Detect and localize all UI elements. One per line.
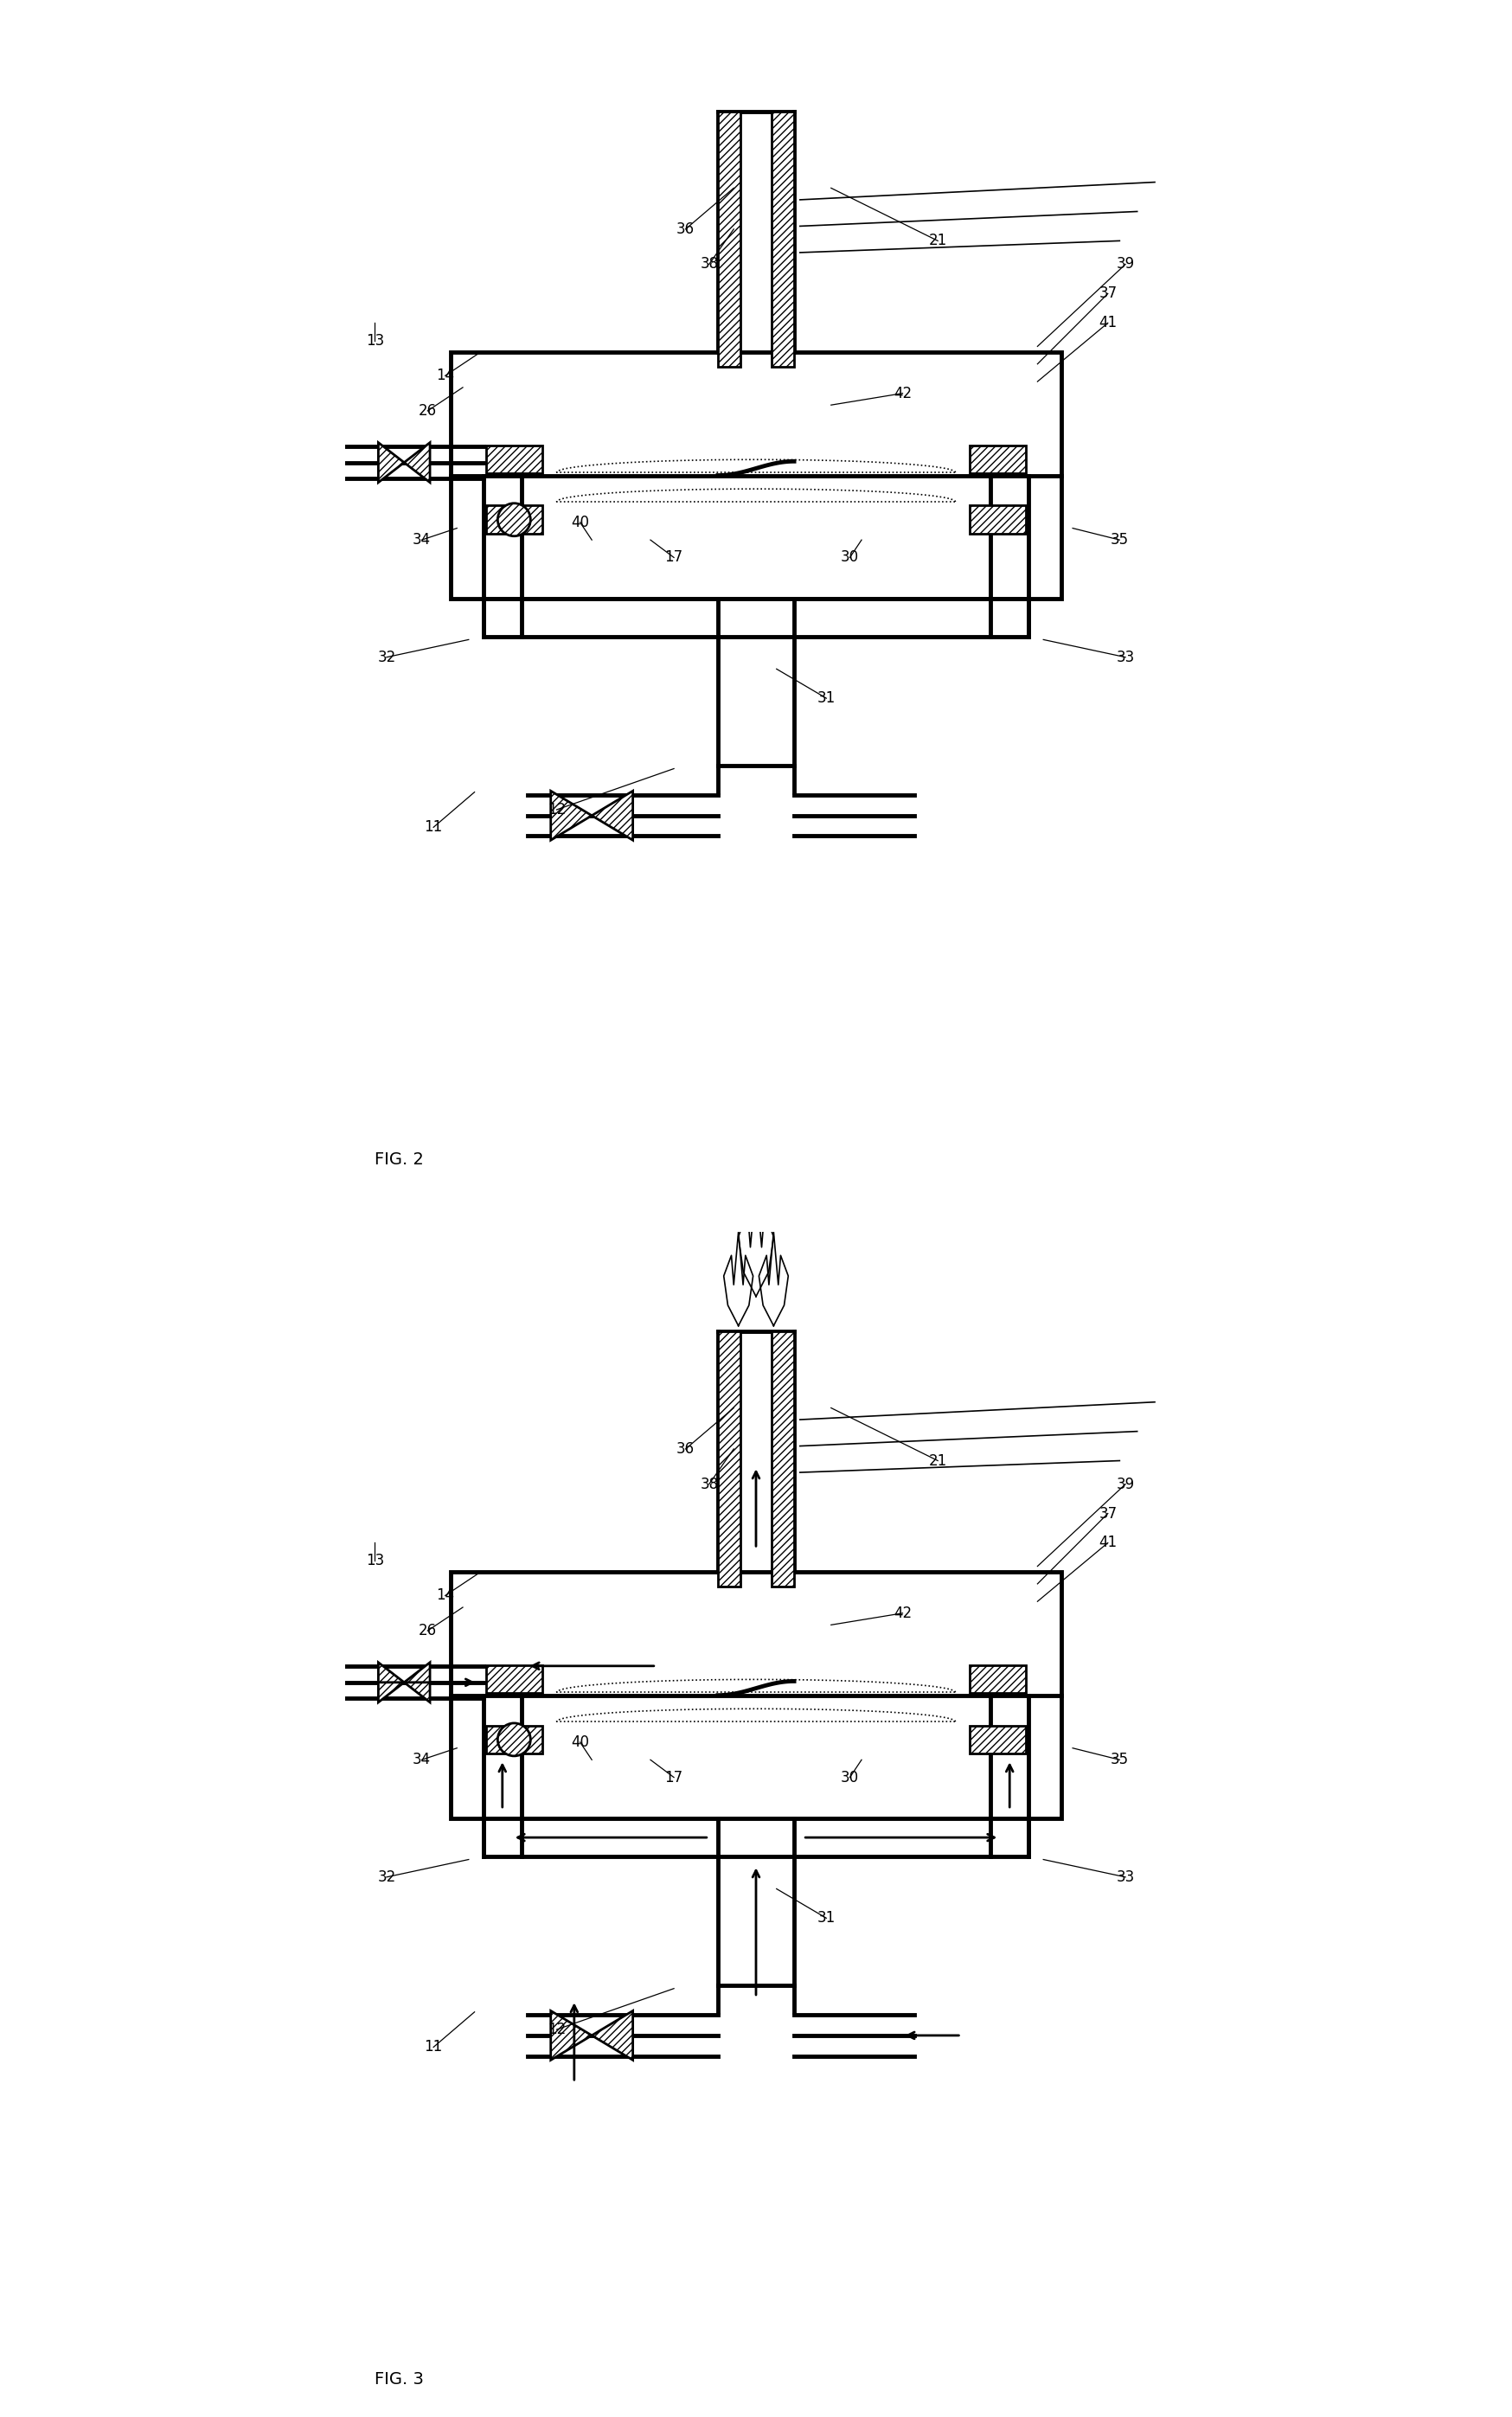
Text: 42: 42 <box>894 1605 912 1622</box>
Text: 36: 36 <box>676 1441 696 1457</box>
Polygon shape <box>550 790 591 841</box>
Bar <box>487 505 541 534</box>
Text: 13: 13 <box>366 334 384 348</box>
Polygon shape <box>591 790 634 841</box>
Text: 21: 21 <box>928 232 947 249</box>
Bar <box>718 111 741 367</box>
Text: 17: 17 <box>665 1769 683 1786</box>
Text: 39: 39 <box>1116 256 1134 273</box>
Bar <box>451 353 1061 599</box>
Text: 38: 38 <box>700 256 718 273</box>
Circle shape <box>497 1723 531 1757</box>
Polygon shape <box>591 2011 634 2059</box>
Bar <box>487 1665 541 1694</box>
Text: 11: 11 <box>425 2040 443 2054</box>
Polygon shape <box>404 442 429 483</box>
Text: 33: 33 <box>1116 650 1134 665</box>
Text: 41: 41 <box>1099 1535 1117 1552</box>
Text: 42: 42 <box>894 384 912 401</box>
Text: 31: 31 <box>816 1909 836 1926</box>
Text: 32: 32 <box>378 1868 396 1885</box>
Text: 34: 34 <box>413 532 431 549</box>
Text: 26: 26 <box>419 404 437 418</box>
Text: 32: 32 <box>378 650 396 665</box>
Bar <box>451 1571 1061 1818</box>
Text: 17: 17 <box>665 549 683 566</box>
Text: 26: 26 <box>419 1622 437 1639</box>
Text: 35: 35 <box>1110 1752 1129 1767</box>
Bar <box>484 599 1028 636</box>
Polygon shape <box>404 1663 429 1702</box>
Bar <box>771 111 794 367</box>
Text: 30: 30 <box>841 1769 859 1786</box>
Text: 14: 14 <box>435 367 454 384</box>
Text: 33: 33 <box>1116 1868 1134 1885</box>
Text: 21: 21 <box>928 1453 947 1470</box>
Text: 37: 37 <box>1099 285 1117 302</box>
Circle shape <box>497 503 531 537</box>
Text: 13: 13 <box>366 1552 384 1569</box>
Text: 39: 39 <box>1116 1477 1134 1491</box>
Bar <box>971 445 1025 474</box>
Text: FIG. 3: FIG. 3 <box>375 2371 423 2388</box>
Text: 41: 41 <box>1099 314 1117 331</box>
Text: 40: 40 <box>572 515 590 529</box>
Bar <box>484 1818 1028 1856</box>
Text: 31: 31 <box>816 691 836 706</box>
Polygon shape <box>378 1663 404 1702</box>
Bar <box>971 505 1025 534</box>
Text: 12: 12 <box>547 2021 565 2038</box>
Text: 14: 14 <box>435 1588 454 1602</box>
Bar <box>771 1332 794 1588</box>
Bar <box>487 1726 541 1755</box>
Bar <box>971 1665 1025 1694</box>
Text: 12: 12 <box>547 802 565 817</box>
Text: 38: 38 <box>700 1477 718 1491</box>
Text: 11: 11 <box>425 819 443 836</box>
Text: 30: 30 <box>841 549 859 566</box>
Text: 40: 40 <box>572 1735 590 1750</box>
Text: 35: 35 <box>1110 532 1129 549</box>
Text: FIG. 2: FIG. 2 <box>375 1150 423 1167</box>
Polygon shape <box>378 442 404 483</box>
Bar <box>971 1726 1025 1755</box>
Text: 34: 34 <box>413 1752 431 1767</box>
Polygon shape <box>550 2011 591 2059</box>
Text: 37: 37 <box>1099 1506 1117 1520</box>
Bar <box>487 445 541 474</box>
Text: 36: 36 <box>676 222 696 237</box>
Bar <box>718 1332 741 1588</box>
